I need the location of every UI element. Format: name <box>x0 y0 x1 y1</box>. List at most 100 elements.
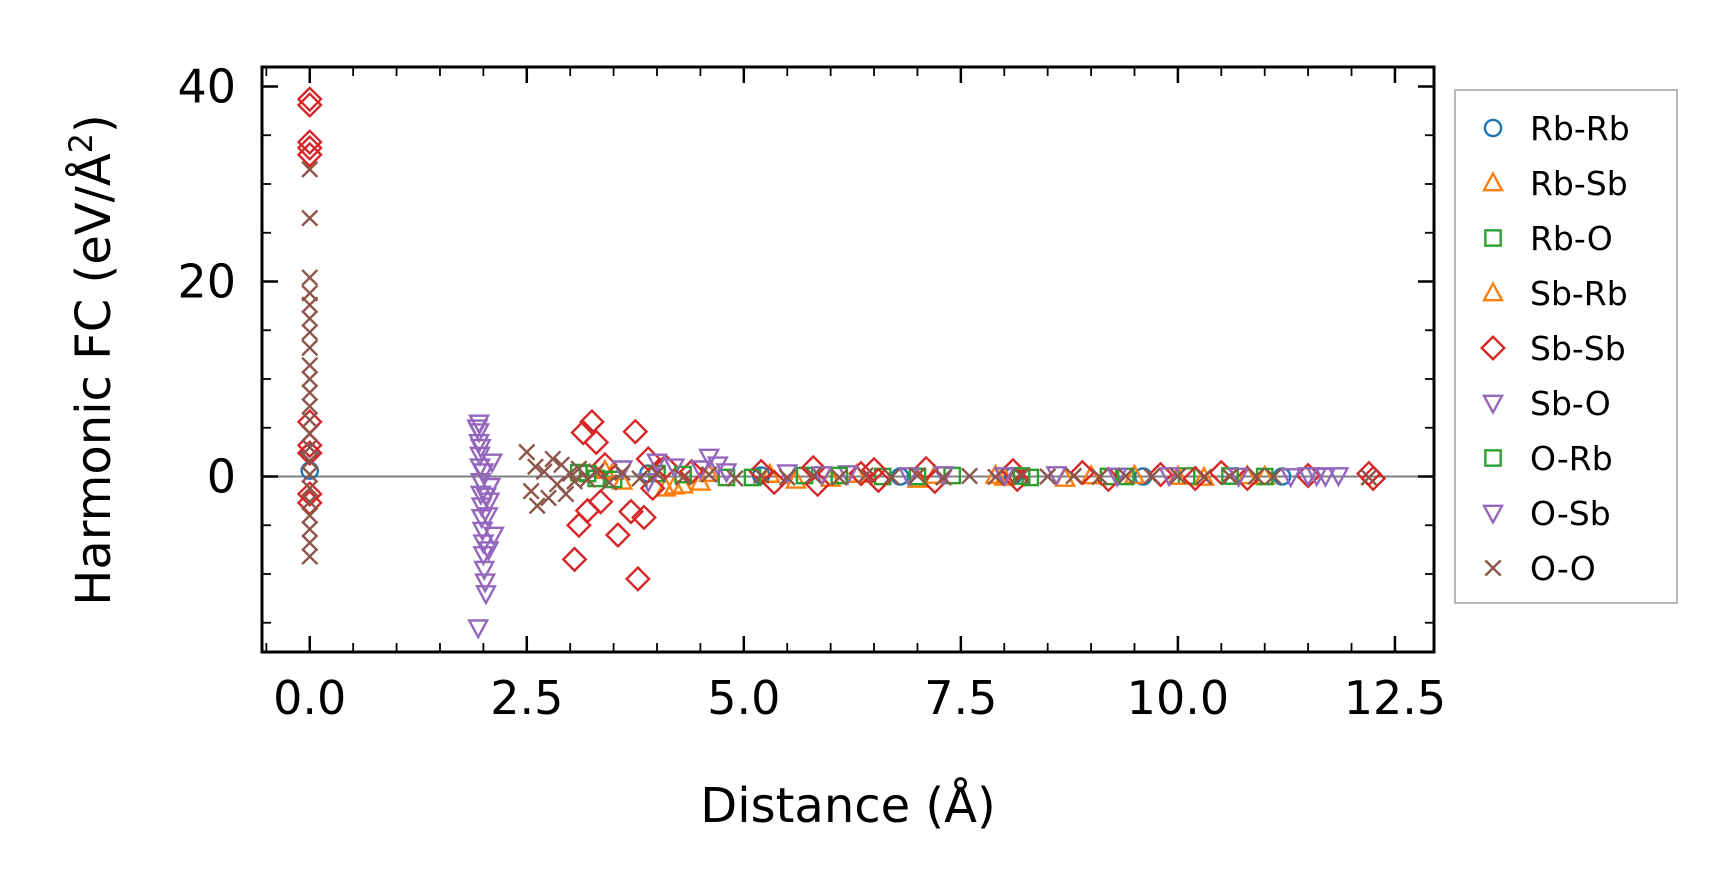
data-point <box>528 497 546 515</box>
y-tick-label: 0 <box>207 450 236 504</box>
legend-marker <box>1484 559 1502 577</box>
data-point <box>482 526 505 547</box>
legend-entry: O-Rb <box>1484 439 1613 478</box>
data-point <box>296 432 323 459</box>
legend-marker <box>1481 281 1505 302</box>
legend-entry: Rb-Sb <box>1481 164 1628 203</box>
legend-label: Sb-Rb <box>1530 274 1628 313</box>
legend-entry: Rb-Rb <box>1483 109 1630 148</box>
data-point <box>469 438 492 460</box>
data-point <box>1192 465 1215 486</box>
y-tick-label: 20 <box>177 255 236 309</box>
data-point <box>1069 459 1096 486</box>
x-tick-label: 7.5 <box>924 671 997 725</box>
data-point <box>570 460 588 478</box>
data-point <box>1143 468 1161 485</box>
data-point <box>1195 468 1213 486</box>
legend-entry: Sb-Rb <box>1481 274 1628 313</box>
x-tick-label: 12.5 <box>1344 671 1446 725</box>
data-point <box>301 160 319 178</box>
data-point <box>1080 464 1103 485</box>
legend-label: O-O <box>1530 549 1596 588</box>
legend-entry: O-O <box>1484 549 1596 588</box>
data-point <box>1158 467 1181 488</box>
legend-label: O-Rb <box>1530 439 1613 478</box>
data-point <box>301 479 319 497</box>
plot-frame <box>260 65 1436 654</box>
data-point <box>587 463 605 481</box>
data-point <box>473 560 496 582</box>
data-point <box>810 466 833 487</box>
data-point <box>882 468 900 486</box>
data-point <box>301 547 319 565</box>
data-point <box>1013 467 1031 485</box>
data-point <box>622 418 649 445</box>
data-point <box>1221 468 1239 485</box>
data-point <box>1106 467 1129 488</box>
data-point <box>474 573 497 594</box>
data-point <box>539 489 557 507</box>
legend-entry: Rb-O <box>1484 219 1613 258</box>
y-tick-labels: 0 20 40 <box>177 60 236 504</box>
x-tick-label: 2.5 <box>490 671 563 725</box>
data-point <box>674 468 692 486</box>
data-point <box>557 485 575 503</box>
data-point <box>301 323 319 341</box>
data-point <box>600 473 618 491</box>
y-axis-title-sup: 2 <box>62 133 100 153</box>
data-point <box>1327 467 1350 488</box>
data-point <box>1091 468 1109 486</box>
data-point <box>648 465 666 483</box>
data-point <box>934 468 952 486</box>
data-point <box>618 498 644 525</box>
legend-label: Rb-O <box>1530 219 1613 258</box>
data-point <box>301 370 319 388</box>
data-point <box>578 408 605 435</box>
legend-label: Rb-Sb <box>1530 164 1628 203</box>
data-point <box>479 477 502 499</box>
data-point <box>296 141 323 168</box>
data-point <box>301 384 319 402</box>
data-point <box>1039 468 1057 485</box>
data-point <box>301 397 319 415</box>
legend-marker <box>1481 171 1505 192</box>
data-point <box>301 296 319 314</box>
legend-label: Sb-Sb <box>1530 329 1626 368</box>
data-point <box>961 467 979 485</box>
data-point <box>897 467 920 488</box>
legend: Rb-Rb Rb-Sb Rb-O Sb-Rb Sb-Sb Sb-O O-Rb O-Sb O-O <box>1454 89 1678 604</box>
scatter-points <box>296 86 1387 640</box>
y-axis-title-main: Harmonic FC (eV/Å <box>65 153 122 606</box>
data-point <box>1360 468 1378 486</box>
y-axis-title: Harmonic FC (eV/Å2) <box>62 114 122 606</box>
y-axis-title-end: ) <box>66 114 122 133</box>
data-point <box>301 339 319 357</box>
series-sb-o <box>467 414 1350 640</box>
data-point <box>301 534 319 552</box>
data-point <box>611 469 634 490</box>
legend-marker <box>1483 118 1503 138</box>
data-point <box>301 438 319 456</box>
data-point <box>296 86 323 113</box>
data-point <box>296 92 323 118</box>
data-point <box>474 487 497 508</box>
data-point <box>526 458 544 476</box>
x-tick-label: 0.0 <box>273 671 346 725</box>
x-tick-labels: 0.0 2.5 5.0 7.5 10.0 12.5 <box>273 671 1446 725</box>
data-point <box>700 466 718 484</box>
data-point <box>631 504 657 531</box>
data-point <box>848 460 874 487</box>
data-point <box>752 467 770 485</box>
legend-label: Rb-Rb <box>1530 109 1630 148</box>
data-point <box>689 470 712 491</box>
data-point <box>1117 467 1135 485</box>
data-point <box>663 474 686 495</box>
data-point <box>1045 466 1068 487</box>
data-point <box>758 462 781 483</box>
data-point <box>301 425 319 443</box>
series-o-o <box>301 160 1378 565</box>
data-point <box>561 465 579 483</box>
data-point <box>561 546 588 573</box>
